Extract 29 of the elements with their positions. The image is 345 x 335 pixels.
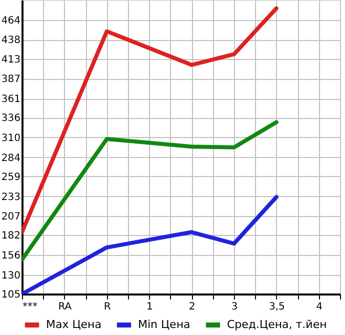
x-tick-label: R xyxy=(104,302,111,312)
y-tick-label: 156 xyxy=(1,250,20,262)
y-tick-label: 130 xyxy=(1,270,20,282)
x-tick-label: 3,5 xyxy=(268,302,285,312)
y-tick-label: 182 xyxy=(1,230,20,242)
x-tick-label: 3 xyxy=(231,302,238,312)
x-tick-label: 2 xyxy=(188,302,196,312)
y-tick-label: 336 xyxy=(1,113,20,124)
x-tick-label: 4 xyxy=(316,302,322,312)
x-tick-label: 1 xyxy=(146,302,153,312)
y-tick-label: 259 xyxy=(1,172,20,183)
x-tick-label: RA xyxy=(58,302,72,312)
legend-label: Max Цена xyxy=(46,318,102,331)
y-tick-label: 310 xyxy=(1,132,20,144)
y-tick-label: 387 xyxy=(1,74,20,86)
legend-label: Сред.Цена, т.йен xyxy=(227,318,327,331)
y-tick-label: 464 xyxy=(1,15,20,26)
line-series xyxy=(22,6,278,234)
y-tick-label: 284 xyxy=(1,152,20,164)
line-series xyxy=(22,195,278,294)
y-tick-label: 233 xyxy=(1,192,20,203)
line-series xyxy=(22,120,278,262)
y-tick-label: 207 xyxy=(1,212,20,223)
y-tick-label: 438 xyxy=(1,35,20,46)
y-tick-label: 105 xyxy=(1,290,20,300)
y-tick-label: 361 xyxy=(1,94,20,106)
y-tick-label: 413 xyxy=(1,54,20,66)
x-tick-label: *** xyxy=(22,302,38,312)
legend-label: Min Цена xyxy=(138,318,190,331)
